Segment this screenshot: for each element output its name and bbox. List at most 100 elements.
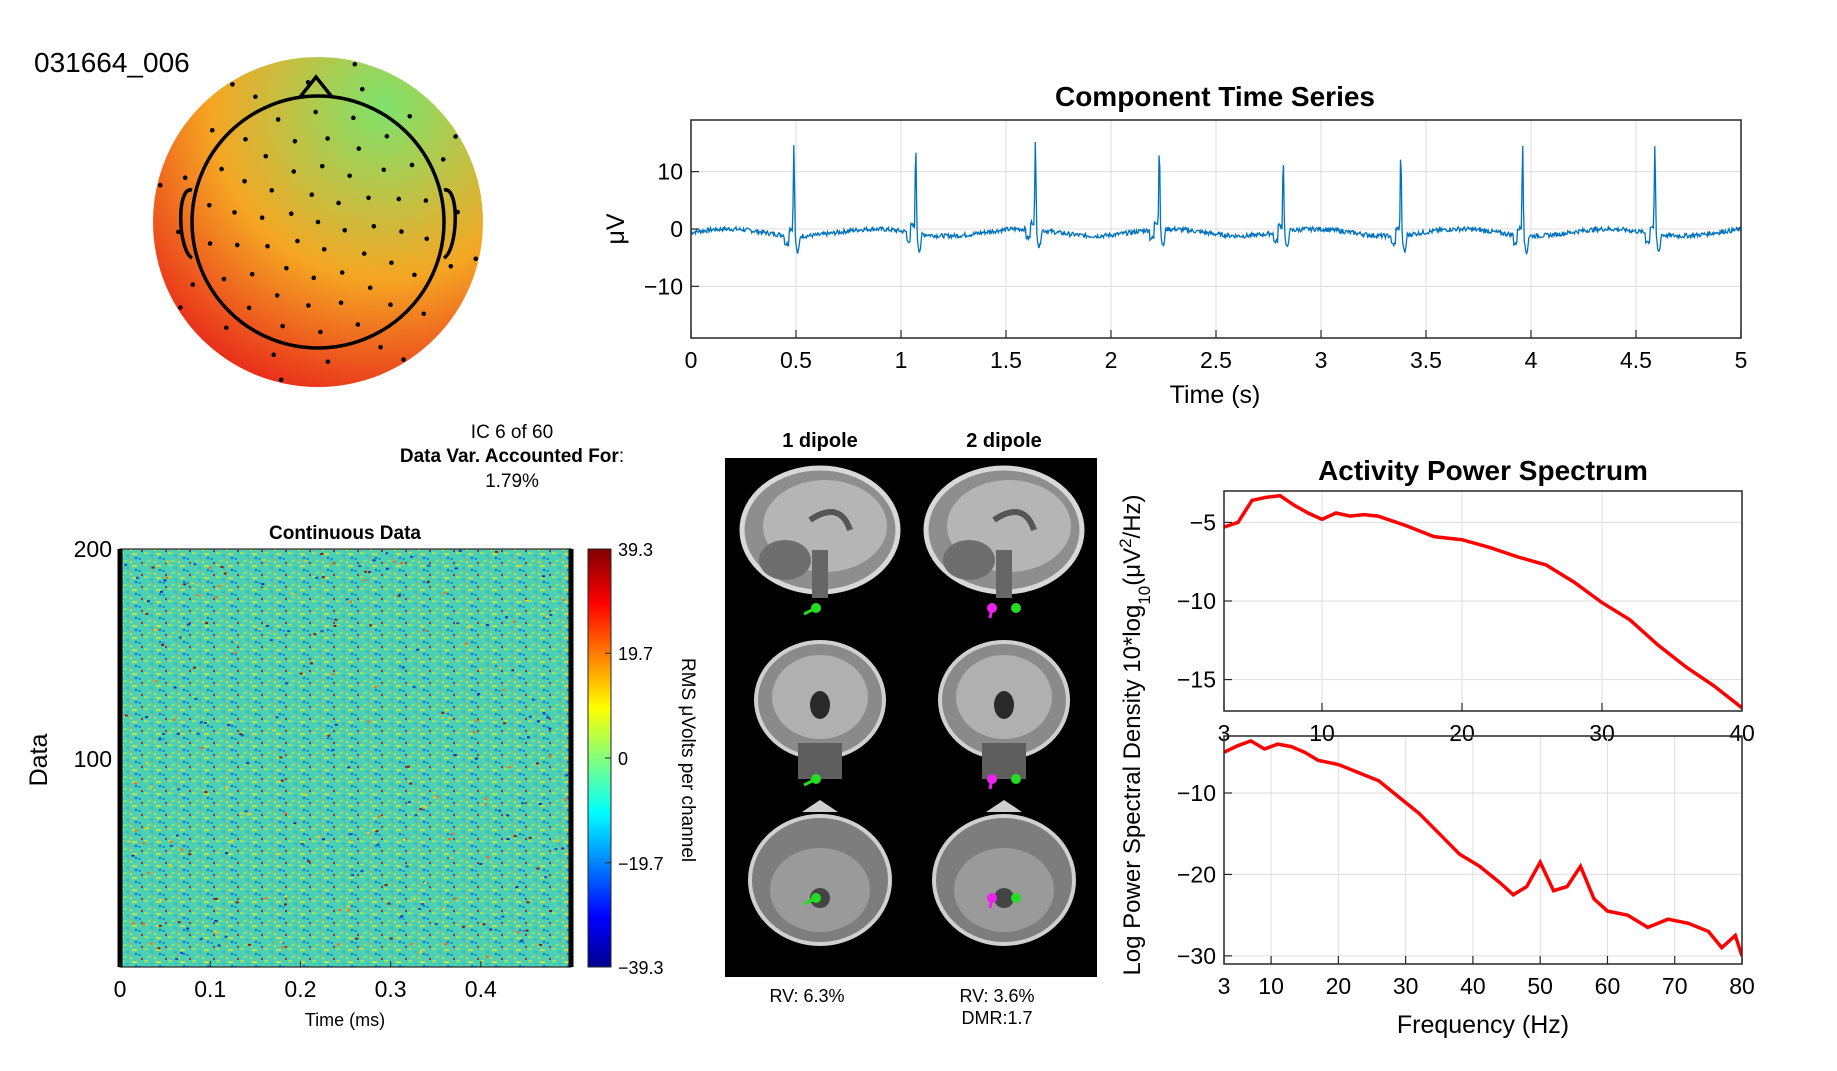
heatmap-speckle <box>281 946 285 948</box>
heatmap-speckle <box>544 876 548 879</box>
y-tick-label: 0 <box>670 216 683 242</box>
time-series-line <box>691 141 1741 256</box>
heatmap-speckle <box>426 580 430 583</box>
electrode-dot <box>473 256 479 262</box>
power-spectrum-upper-grid <box>1223 491 1743 711</box>
heatmap-speckle <box>248 943 252 946</box>
heatmap-speckle <box>225 786 229 789</box>
heatmap-speckle <box>246 762 250 764</box>
x-tick-label: 0 <box>114 976 127 1002</box>
heatmap-speckle <box>165 576 169 579</box>
heatmap-speckle <box>136 576 139 579</box>
heatmap-speckle <box>405 865 409 868</box>
heatmap-speckle <box>336 943 340 946</box>
colorbar-label: RMS μVolts per channel <box>677 658 698 862</box>
heatmap-speckle <box>419 808 423 811</box>
heatmap-speckle <box>548 755 552 758</box>
nose-outline <box>298 74 334 99</box>
heatmap-speckle <box>169 844 173 847</box>
y-tick-label: −5 <box>1190 509 1216 535</box>
electrode-dot <box>336 200 341 206</box>
heatmap-speckle <box>400 915 404 918</box>
heatmap-speckle <box>176 834 179 837</box>
heatmap-speckle <box>366 831 370 834</box>
mri-coronal-view <box>938 640 1070 790</box>
heatmap-speckle <box>513 620 516 623</box>
heatmap-speckle <box>539 943 542 946</box>
x-tick-label: 20 <box>1326 973 1352 999</box>
heatmap-speckle <box>351 873 354 876</box>
electrode-dot <box>318 329 323 335</box>
electrode-dot <box>292 138 298 144</box>
electrode-dot <box>280 323 285 329</box>
heatmap-speckle <box>368 571 372 574</box>
heatmap-speckle <box>154 680 158 683</box>
heatmap-speckle <box>513 835 517 838</box>
heatmap-speckle <box>220 566 224 568</box>
heatmap-speckle <box>239 812 243 815</box>
heatmap-speckle <box>161 644 165 646</box>
electrode-dot <box>269 188 275 193</box>
electrode-dot <box>306 303 311 308</box>
electrode-dot <box>388 302 393 308</box>
heatmap-speckle <box>561 847 565 850</box>
heatmap-speckle <box>458 549 462 552</box>
heatmap-speckle <box>234 641 238 644</box>
heatmap-speckle <box>261 583 265 585</box>
heatmap-speckle <box>528 715 532 718</box>
heatmap-speckle <box>521 802 525 805</box>
continuous-data-heatmap: Continuous Data 0 0.1 0.2 0.3 0.4 200 100 Time… <box>25 523 698 1030</box>
ic-info: IC 6 of 60 Data Var. Accounted For: 1.79… <box>400 422 624 492</box>
heatmap-speckle <box>427 564 431 567</box>
mri-sagittal-view <box>739 465 901 616</box>
heatmap-speckle <box>374 685 377 688</box>
power-spectrum-lower-ticks: 3 10 20 30 40 50 60 70 80 −10 −20 −30 <box>1177 780 1755 999</box>
heatmap-speckle <box>545 615 549 618</box>
heatmap-speckle <box>477 693 481 696</box>
heatmap-speckle <box>479 863 483 866</box>
x-tick-label: 60 <box>1595 973 1621 999</box>
electrode-dot <box>352 61 358 67</box>
heatmap-speckle <box>423 881 427 884</box>
heatmap-speckle <box>158 924 162 927</box>
electrode-dot <box>288 211 294 217</box>
heatmap-speckle <box>280 779 284 782</box>
y-tick-label: −15 <box>1177 667 1216 693</box>
dipole-1-header: 1 dipole <box>782 430 858 452</box>
heatmap-speckle <box>412 685 416 688</box>
electrode-dot <box>339 270 345 275</box>
heatmap-speckle <box>134 782 138 785</box>
electrode-dot <box>399 229 404 234</box>
electrode-dot <box>176 229 181 235</box>
x-tick-label: 3.5 <box>1410 347 1442 373</box>
heatmap-speckle <box>177 788 181 791</box>
heatmap-speckle <box>375 830 379 833</box>
electrode-dot <box>223 325 229 331</box>
heatmap-speckle <box>227 724 231 727</box>
heatmap-speckle <box>531 698 535 701</box>
electrode-dot <box>246 305 252 311</box>
heatmap-speckle <box>327 734 331 737</box>
heatmap-speckle <box>208 566 212 569</box>
heatmap-speckle <box>516 931 520 934</box>
power-spectrum-chart: Activity Power Spectrum 3 10 20 30 40 −5 −10 −1… <box>1116 455 1755 1039</box>
heatmap-speckle <box>542 575 545 578</box>
heatmap-speckle <box>549 613 553 616</box>
heatmap-speckle <box>214 920 218 922</box>
heatmap-speckle <box>538 803 542 805</box>
y-tick-label: −30 <box>1177 943 1216 969</box>
heatmap-speckle <box>409 943 413 946</box>
electrode-dot <box>325 359 331 364</box>
heatmap-speckle <box>303 559 307 562</box>
heatmap-speckle <box>385 552 389 555</box>
x-tick-label: 3 <box>1218 720 1231 746</box>
electrode-dot <box>232 210 237 215</box>
heatmap-ticks: 0 0.1 0.2 0.3 0.4 200 100 <box>74 536 497 1002</box>
electrode-dot <box>242 178 247 184</box>
heatmap-speckle <box>484 803 488 806</box>
heatmap-speckle <box>564 798 567 801</box>
heatmap-speckle <box>158 738 162 741</box>
heatmap-speckle <box>145 716 149 719</box>
heatmap-speckle <box>333 625 337 627</box>
